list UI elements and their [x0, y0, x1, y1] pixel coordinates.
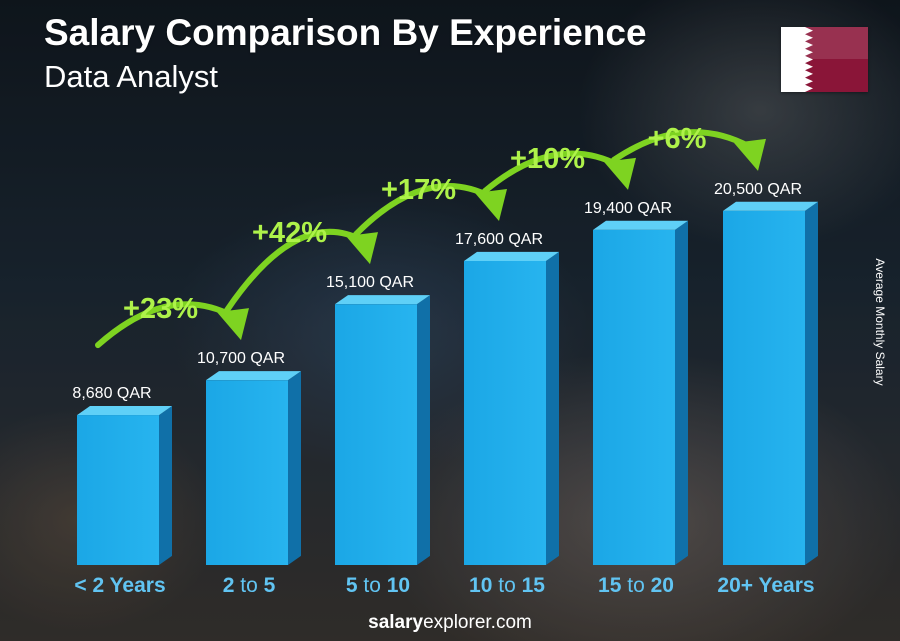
increase-arrow [353, 183, 494, 238]
bar-top [723, 201, 818, 211]
increase-arrow [224, 228, 365, 314]
footer-brand-bold: salary [368, 612, 424, 633]
x-tick-label: 2 to 5 [223, 574, 276, 597]
bar-value-label: 15,100 QAR [326, 274, 414, 291]
bar [77, 415, 159, 565]
bar [723, 210, 805, 565]
x-tick-label: < 2 Years [74, 574, 165, 597]
bar [206, 380, 288, 565]
page-subtitle: Data Analyst [44, 59, 219, 94]
x-tick-label: 15 to 20 [598, 574, 674, 597]
increase-arrow-head [346, 232, 378, 265]
bar-value-label: 19,400 QAR [584, 200, 672, 217]
bar-side [288, 371, 301, 565]
x-tick-label: 10 to 15 [469, 574, 545, 597]
increase-arrow-head [475, 189, 507, 221]
increase-arrow-head [217, 308, 249, 341]
bar [464, 261, 546, 565]
increase-arrow [482, 150, 623, 194]
bar-top [206, 371, 301, 381]
bar-top [77, 405, 172, 416]
increase-arrow [611, 129, 753, 163]
bar-value-label: 17,600 QAR [455, 231, 543, 248]
bar-value-label: 8,680 QAR [72, 385, 151, 402]
bar-side [159, 405, 172, 565]
qatar-flag-icon [781, 27, 868, 92]
bar-value-label: 20,500 QAR [714, 181, 802, 198]
increase-arrow-head [734, 138, 766, 171]
increase-percent-label: +42% [252, 217, 327, 249]
bar-side [417, 295, 430, 565]
increase-percent-label: +17% [381, 174, 456, 206]
bar-value-label: 10,700 QAR [197, 350, 285, 367]
footer-brand-rest: explorer.com [423, 612, 532, 633]
bar [335, 304, 417, 565]
x-tick-label: 20+ Years [717, 574, 814, 597]
increase-arrow-head [604, 157, 636, 190]
increase-percent-label: +23% [123, 293, 198, 325]
increase-percent-label: +10% [510, 143, 585, 175]
bar-top [464, 251, 559, 261]
increase-arrow [95, 301, 236, 349]
bar-top [593, 220, 688, 230]
site-footer[interactable]: salaryexplorer.com [0, 612, 900, 634]
bar-side [805, 201, 818, 566]
increase-percent-label: +6% [648, 123, 707, 155]
page-title: Salary Comparison By Experience [44, 12, 647, 53]
bar-side [546, 251, 559, 565]
bar [593, 229, 675, 565]
bar-top [335, 295, 430, 305]
bar-side [675, 220, 688, 566]
x-tick-label: 5 to 10 [346, 574, 410, 597]
